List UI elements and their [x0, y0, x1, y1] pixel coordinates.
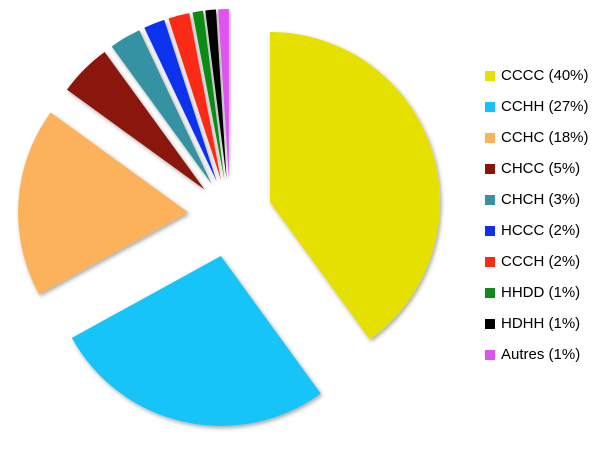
pie-slice-3	[67, 52, 205, 190]
legend-swatch	[485, 70, 495, 81]
legend-item: CCHC (18%)	[485, 126, 589, 149]
pie-slice-7	[192, 10, 225, 180]
legend-swatch	[485, 318, 495, 329]
legend-label: HDHH (1%)	[501, 315, 581, 332]
pie-slice-6	[168, 13, 222, 181]
legend-label: CHCC (5%)	[501, 160, 581, 177]
pie-slice-9	[218, 9, 229, 180]
pie-slice-2	[18, 112, 189, 295]
legend-label: HCCC (2%)	[501, 222, 581, 239]
pie-slice-5	[144, 19, 217, 182]
pie-slice-1	[71, 255, 321, 426]
legend-label: CCHC (18%)	[501, 129, 589, 146]
legend-swatch	[485, 287, 495, 298]
legend-swatch	[485, 256, 495, 267]
pie-slice-4	[111, 30, 212, 185]
legend-swatch	[485, 194, 495, 205]
legend-item: Autres (1%)	[485, 343, 589, 366]
legend-swatch	[485, 163, 495, 174]
legend-swatch	[485, 132, 495, 143]
legend-swatch	[485, 101, 495, 112]
legend-item: HDHH (1%)	[485, 312, 589, 335]
pie-slice-0	[269, 32, 440, 340]
legend-item: HHDD (1%)	[485, 281, 589, 304]
legend-label: CCCC (40%)	[501, 67, 589, 84]
legend-item: CCHH (27%)	[485, 95, 589, 118]
legend-swatch	[485, 225, 495, 236]
legend-label: Autres (1%)	[501, 346, 581, 363]
pie-slices	[18, 9, 440, 426]
legend-label: CCCH (2%)	[501, 253, 581, 270]
legend-item: CHCC (5%)	[485, 157, 589, 180]
legend-label: CCHH (27%)	[501, 98, 589, 115]
legend-item: CCCH (2%)	[485, 250, 589, 273]
legend-swatch	[485, 349, 495, 360]
legend-label: CHCH (3%)	[501, 191, 581, 208]
legend-item: HCCC (2%)	[485, 219, 589, 242]
chart-legend: CCCC (40%) CCHH (27%) CCHC (18%) CHCC (5%) C…	[485, 64, 589, 374]
pie-slice-8	[205, 9, 227, 180]
legend-item: CHCH (3%)	[485, 188, 589, 211]
legend-label: HHDD (1%)	[501, 284, 581, 301]
legend-item: CCCC (40%)	[485, 64, 589, 87]
